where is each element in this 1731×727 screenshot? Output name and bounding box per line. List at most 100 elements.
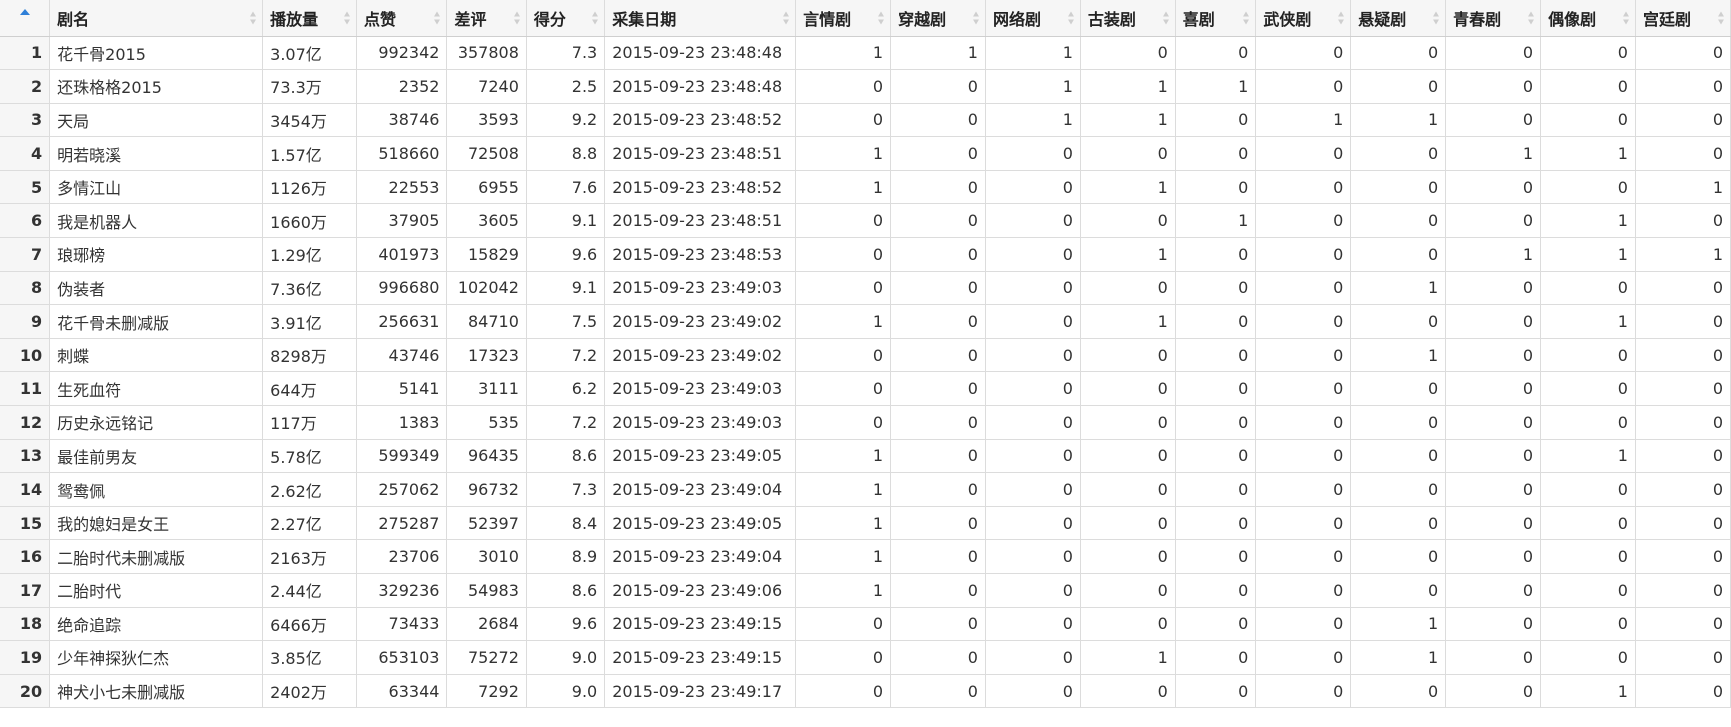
- table-cell: 0: [1350, 506, 1447, 541]
- table-cell: 2352: [356, 69, 448, 104]
- sort-arrows-icon[interactable]: [1243, 11, 1250, 25]
- table-cell: 1: [795, 472, 892, 507]
- column-header[interactable]: 喜剧: [1175, 0, 1257, 37]
- table-cell: 1: [1080, 237, 1176, 272]
- row-number-header[interactable]: [0, 0, 51, 37]
- table-cell: 0: [1350, 36, 1447, 71]
- column-header[interactable]: 青春剧: [1445, 0, 1542, 37]
- table-row[interactable]: 8 伪装者 7.36亿 996680 102042 9.1 2015-09-23 23:49…: [0, 271, 1731, 306]
- table-cell: 0: [985, 506, 1081, 541]
- table-cell: 花千骨未删减版: [49, 304, 264, 339]
- table-row[interactable]: 15 我的媳妇是女王 2.27亿 275287 52397 8.4 2015-09-23 2…: [0, 506, 1731, 541]
- table-cell: 329236: [356, 573, 448, 608]
- sort-arrows-icon[interactable]: [592, 11, 599, 25]
- table-cell: 357808: [446, 36, 527, 71]
- sort-arrows-icon[interactable]: [1718, 11, 1725, 25]
- column-header[interactable]: 采集日期: [604, 0, 797, 37]
- column-header[interactable]: 网络剧: [985, 0, 1081, 37]
- table-cell: 0: [1255, 573, 1352, 608]
- table-row[interactable]: 16 二胎时代未删减版 2163万 23706 3010 8.9 2015-09-23 23…: [0, 539, 1731, 574]
- sort-arrows-icon[interactable]: [1338, 11, 1345, 25]
- column-header[interactable]: 剧名: [49, 0, 264, 37]
- table-row[interactable]: 14 鸳鸯佩 2.62亿 257062 96732 7.3 2015-09-23 23:49…: [0, 472, 1731, 507]
- table-cell: 0: [1540, 506, 1636, 541]
- table-row[interactable]: 18 绝命追踪 6466万 73433 2684 9.6 2015-09-23 23:49:…: [0, 607, 1731, 642]
- column-header[interactable]: 言情剧: [795, 0, 892, 37]
- table-row[interactable]: 17 二胎时代 2.44亿 329236 54983 8.6 2015-09-23 23:4…: [0, 573, 1731, 608]
- table-cell: 0: [1080, 607, 1176, 642]
- table-cell: 996680: [356, 271, 448, 306]
- column-header[interactable]: 播放量: [262, 0, 357, 37]
- table-row[interactable]: 4 明若晓溪 1.57亿 518660 72508 8.8 2015-09-23 23:48…: [0, 136, 1731, 171]
- table-cell: 8298万: [262, 338, 357, 373]
- column-header[interactable]: 武侠剧: [1255, 0, 1352, 37]
- table-cell: 0: [795, 203, 892, 239]
- table-cell: 2015-09-23 23:48:52: [604, 103, 797, 138]
- table-cell: 52397: [446, 506, 527, 541]
- table-row[interactable]: 20 神犬小七未删减版 2402万 63344 7292 9.0 2015-09-23 23…: [0, 674, 1731, 709]
- table-cell: 0: [1175, 539, 1257, 574]
- sort-arrows-icon[interactable]: [434, 11, 441, 25]
- table-row[interactable]: 2 还珠格格2015 73.3万 2352 7240 2.5 2015-09-23 23:4…: [0, 69, 1731, 104]
- table-cell: 1: [1080, 170, 1176, 205]
- table-cell: 37905: [356, 203, 448, 239]
- sort-arrows-icon[interactable]: [783, 11, 790, 25]
- column-header[interactable]: 点赞: [356, 0, 448, 37]
- table-cell: 2.27亿: [262, 506, 357, 541]
- table-row[interactable]: 5 多情江山 1126万 22553 6955 7.6 2015-09-23 23:48:5…: [0, 170, 1731, 205]
- sort-arrows-icon[interactable]: [972, 11, 980, 25]
- table-cell: 535: [446, 405, 527, 440]
- table-row[interactable]: 11 生死血符 644万 5141 3111 6.2 2015-09-23 23:49:03…: [0, 371, 1731, 407]
- sort-arrows-icon[interactable]: [343, 11, 351, 25]
- sort-arrows-icon[interactable]: [1067, 11, 1075, 25]
- sort-arrows-icon[interactable]: [1622, 11, 1630, 25]
- header-row: 剧名 播放量 点赞 差评 得分 采集日期 言情剧 穿越剧 网络剧 古装剧 喜剧 武侠剧 悬疑剧 青春剧 偶像…: [0, 0, 1731, 37]
- table-row[interactable]: 13 最佳前男友 5.78亿 599349 96435 8.6 2015-09-23 23:…: [0, 439, 1731, 474]
- table-row[interactable]: 19 少年神探狄仁杰 3.85亿 653103 75272 9.0 2015-09-23 2…: [0, 640, 1731, 675]
- data-table: 剧名 播放量 点赞 差评 得分 采集日期 言情剧 穿越剧 网络剧 古装剧 喜剧 武侠剧 悬疑剧 青春剧 偶像…: [0, 0, 1731, 709]
- table-row[interactable]: 7 琅琊榜 1.29亿 401973 15829 9.6 2015-09-23 23:48:…: [0, 237, 1731, 272]
- table-row[interactable]: 3 天局 3454万 38746 3593 9.2 2015-09-23 23:48:52 0…: [0, 103, 1731, 138]
- column-header[interactable]: 偶像剧: [1540, 0, 1636, 37]
- table-cell: 0: [795, 69, 892, 104]
- table-cell: 0: [1080, 439, 1176, 474]
- column-header[interactable]: 差评: [446, 0, 527, 37]
- table-cell: 0: [1255, 539, 1352, 574]
- sort-arrows-icon[interactable]: [1162, 11, 1170, 25]
- table-cell: 2.62亿: [262, 472, 357, 507]
- table-row[interactable]: 9 花千骨未删减版 3.91亿 256631 84710 7.5 2015-09-23 23…: [0, 304, 1731, 339]
- table-row[interactable]: 1 花千骨2015 3.07亿 992342 357808 7.3 2015-09-23 2…: [0, 36, 1731, 71]
- column-header[interactable]: 得分: [526, 0, 606, 37]
- sort-arrows-icon[interactable]: [1528, 11, 1535, 25]
- table-cell: 0: [795, 103, 892, 138]
- column-header[interactable]: 宫廷剧: [1635, 0, 1731, 37]
- sort-arrows-icon[interactable]: [878, 11, 885, 25]
- sort-arrows-icon[interactable]: [1433, 11, 1440, 25]
- table-cell: 0: [1350, 405, 1447, 440]
- table-row[interactable]: 6 我是机器人 1660万 37905 3605 9.1 2015-09-23 23:48:…: [0, 203, 1731, 239]
- table-cell: 0: [1540, 472, 1636, 507]
- table-cell: 多情江山: [49, 170, 264, 205]
- table-cell: 2015-09-23 23:49:06: [604, 573, 797, 608]
- table-row[interactable]: 12 历史永远铭记 117万 1383 535 7.2 2015-09-23 23:49:0…: [0, 405, 1731, 440]
- column-header[interactable]: 古装剧: [1080, 0, 1176, 37]
- table-cell: 75272: [446, 640, 527, 675]
- column-header[interactable]: 穿越剧: [890, 0, 986, 37]
- table-cell: 0: [1350, 573, 1447, 608]
- table-cell: 0: [1635, 405, 1731, 440]
- table-cell: 0: [1445, 607, 1542, 642]
- sort-arrows-icon[interactable]: [513, 11, 521, 25]
- column-header-label: 差评: [454, 9, 487, 29]
- table-cell: 0: [1080, 271, 1176, 306]
- row-number: 9: [0, 304, 51, 339]
- table-cell: 0: [1635, 338, 1731, 373]
- column-header[interactable]: 悬疑剧: [1350, 0, 1447, 37]
- sort-ascending-icon[interactable]: [19, 9, 30, 15]
- table-row[interactable]: 10 刺蝶 8298万 43746 17323 7.2 2015-09-23 23:49:0…: [0, 338, 1731, 373]
- table-cell: 1: [985, 103, 1081, 138]
- table-cell: 1: [1080, 640, 1176, 675]
- sort-arrows-icon[interactable]: [250, 11, 257, 25]
- table-cell: 1: [795, 36, 892, 71]
- table-cell: 0: [1445, 405, 1542, 440]
- table-cell: 1: [1350, 607, 1447, 642]
